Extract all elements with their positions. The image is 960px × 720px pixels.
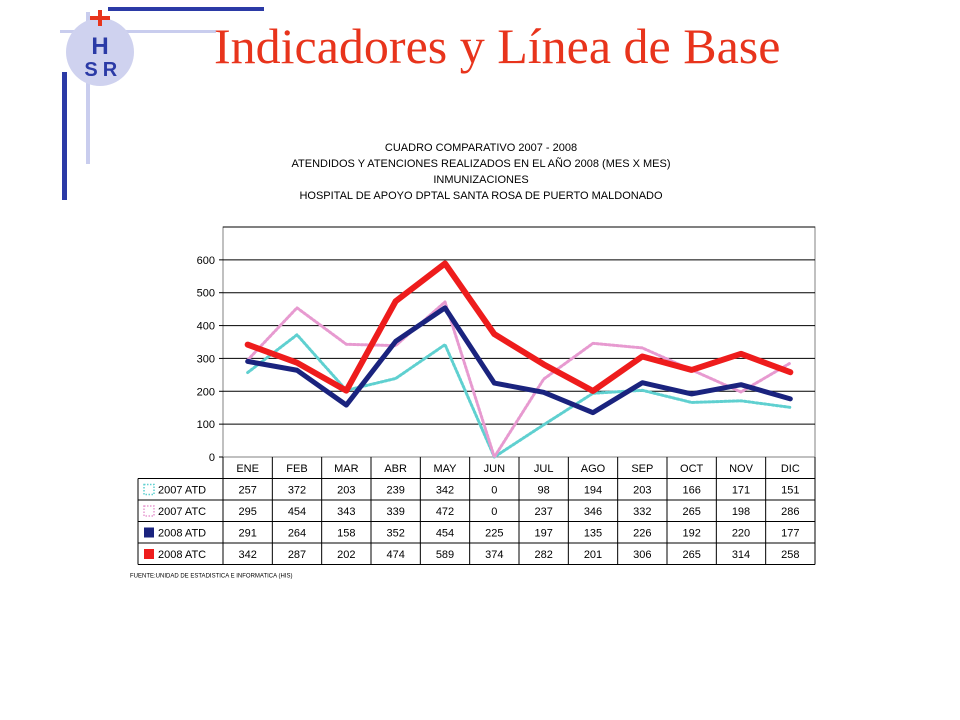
series-line-0 xyxy=(246,333,792,459)
x-category-label: ABR xyxy=(384,463,407,475)
series-line-3 xyxy=(244,260,794,394)
series-line-2 xyxy=(245,305,793,416)
accent-bar-vertical-light xyxy=(86,12,90,164)
table-value: 454 xyxy=(436,528,454,540)
legend-label: 2007 ATC xyxy=(158,506,206,518)
y-tick-label: 500 xyxy=(197,288,215,300)
table-value: 339 xyxy=(386,506,404,518)
table-value: 202 xyxy=(337,549,355,561)
table-value: 171 xyxy=(732,485,750,497)
table-value: 0 xyxy=(491,485,497,497)
table-value: 343 xyxy=(337,506,355,518)
x-category-label: FEB xyxy=(286,463,307,475)
table-value: 225 xyxy=(485,528,503,540)
table-value: 135 xyxy=(584,528,602,540)
table-value: 342 xyxy=(238,549,256,561)
chart-title-line: CUADRO COMPARATIVO 2007 - 2008 xyxy=(385,142,577,154)
table-value: 282 xyxy=(534,549,552,561)
legend-label: 2008 ATC xyxy=(158,549,206,561)
table-value: 314 xyxy=(732,549,750,561)
x-category-label: DIC xyxy=(781,463,800,475)
logo-letter-h: H xyxy=(91,33,108,60)
table-value: 220 xyxy=(732,528,750,540)
y-tick-label: 600 xyxy=(197,255,215,267)
table-value: 166 xyxy=(682,485,700,497)
chart-title-line: INMUNIZACIONES xyxy=(433,174,528,186)
table-value: 239 xyxy=(386,485,404,497)
table-value: 286 xyxy=(781,506,799,518)
series-line-1 xyxy=(246,300,792,459)
table-value: 198 xyxy=(732,506,750,518)
table-value: 346 xyxy=(584,506,602,518)
logo-letter-s: S xyxy=(84,59,97,81)
chart-title-line: ATENDIDOS Y ATENCIONES REALIZADOS EN EL … xyxy=(292,157,671,170)
y-tick-label: 300 xyxy=(197,353,215,365)
logo-circle xyxy=(66,18,134,86)
table-value: 201 xyxy=(584,549,602,561)
x-category-label: NOV xyxy=(729,463,754,475)
plot-area xyxy=(222,226,816,458)
table-value: 372 xyxy=(288,485,306,497)
x-category-label: AGO xyxy=(581,463,606,475)
table-value: 454 xyxy=(288,506,306,518)
x-category-label: MAR xyxy=(334,463,359,475)
table-value: 197 xyxy=(534,528,552,540)
table-value: 589 xyxy=(436,549,454,561)
x-category-label: MAY xyxy=(433,463,457,475)
table-value: 258 xyxy=(781,549,799,561)
table-value: 306 xyxy=(633,549,651,561)
table-value: 332 xyxy=(633,506,651,518)
table-value: 342 xyxy=(436,485,454,497)
legend-key-2 xyxy=(144,527,154,538)
table-value: 177 xyxy=(781,528,799,540)
y-tick-label: 400 xyxy=(197,321,215,333)
x-category-label: OCT xyxy=(680,463,704,475)
x-category-label: ENE xyxy=(236,463,259,475)
table-value: 192 xyxy=(682,528,700,540)
table-value: 374 xyxy=(485,549,503,561)
table-value: 158 xyxy=(337,528,355,540)
logo-letter-r: R xyxy=(103,59,118,81)
accent-bar-vertical-dark xyxy=(62,72,67,200)
table-value: 194 xyxy=(584,485,602,497)
legend-key-1 xyxy=(143,505,155,517)
table-value: 352 xyxy=(386,528,404,540)
table-value: 203 xyxy=(337,485,355,497)
table-value: 0 xyxy=(491,506,497,518)
x-category-label: JUN xyxy=(484,463,505,475)
table-value: 295 xyxy=(238,506,256,518)
table-value: 291 xyxy=(238,528,256,540)
table-value: 226 xyxy=(633,528,651,540)
table-value: 265 xyxy=(682,549,700,561)
y-tick-label: 0 xyxy=(209,452,215,464)
legend-key-3 xyxy=(144,549,154,559)
chart-title-line: HOSPITAL DE APOYO DPTAL SANTA ROSA DE PU… xyxy=(299,190,663,202)
table-value: 98 xyxy=(538,485,550,497)
table-value: 264 xyxy=(288,528,306,540)
table-value: 257 xyxy=(238,485,256,497)
cross-icon-bar xyxy=(90,16,110,20)
y-tick-label: 100 xyxy=(197,419,215,431)
table-value: 474 xyxy=(386,549,404,561)
accent-bar-horizontal-dark xyxy=(108,7,264,11)
slide-title: Indicadores y Línea de Base xyxy=(214,18,781,74)
chart-footnote: FUENTE:UNIDAD DE ESTADISTICA E INFORMATI… xyxy=(130,574,292,580)
table-value: 237 xyxy=(534,506,552,518)
y-tick-label: 200 xyxy=(197,386,215,398)
accent-bar-horizontal-light xyxy=(60,30,216,33)
table-value: 472 xyxy=(436,506,454,518)
x-category-label: JUL xyxy=(534,463,554,475)
legend-key-0 xyxy=(143,483,155,496)
hospital-logo: H S R xyxy=(66,10,134,86)
table-value: 151 xyxy=(781,485,799,497)
line-chart: CUADRO COMPARATIVO 2007 - 2008 ATENDIDOS … xyxy=(130,142,816,580)
legend-label: 2008 ATD xyxy=(158,528,206,540)
table-value: 287 xyxy=(288,549,306,561)
x-category-label: SEP xyxy=(631,463,653,475)
legend-label: 2007 ATD xyxy=(158,485,206,497)
table-value: 203 xyxy=(633,485,651,497)
table-value: 265 xyxy=(682,506,700,518)
